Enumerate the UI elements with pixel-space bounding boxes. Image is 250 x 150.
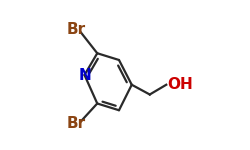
- Text: OH: OH: [167, 77, 193, 92]
- Text: Br: Br: [67, 116, 86, 131]
- Text: Br: Br: [67, 22, 86, 38]
- Text: N: N: [78, 68, 91, 82]
